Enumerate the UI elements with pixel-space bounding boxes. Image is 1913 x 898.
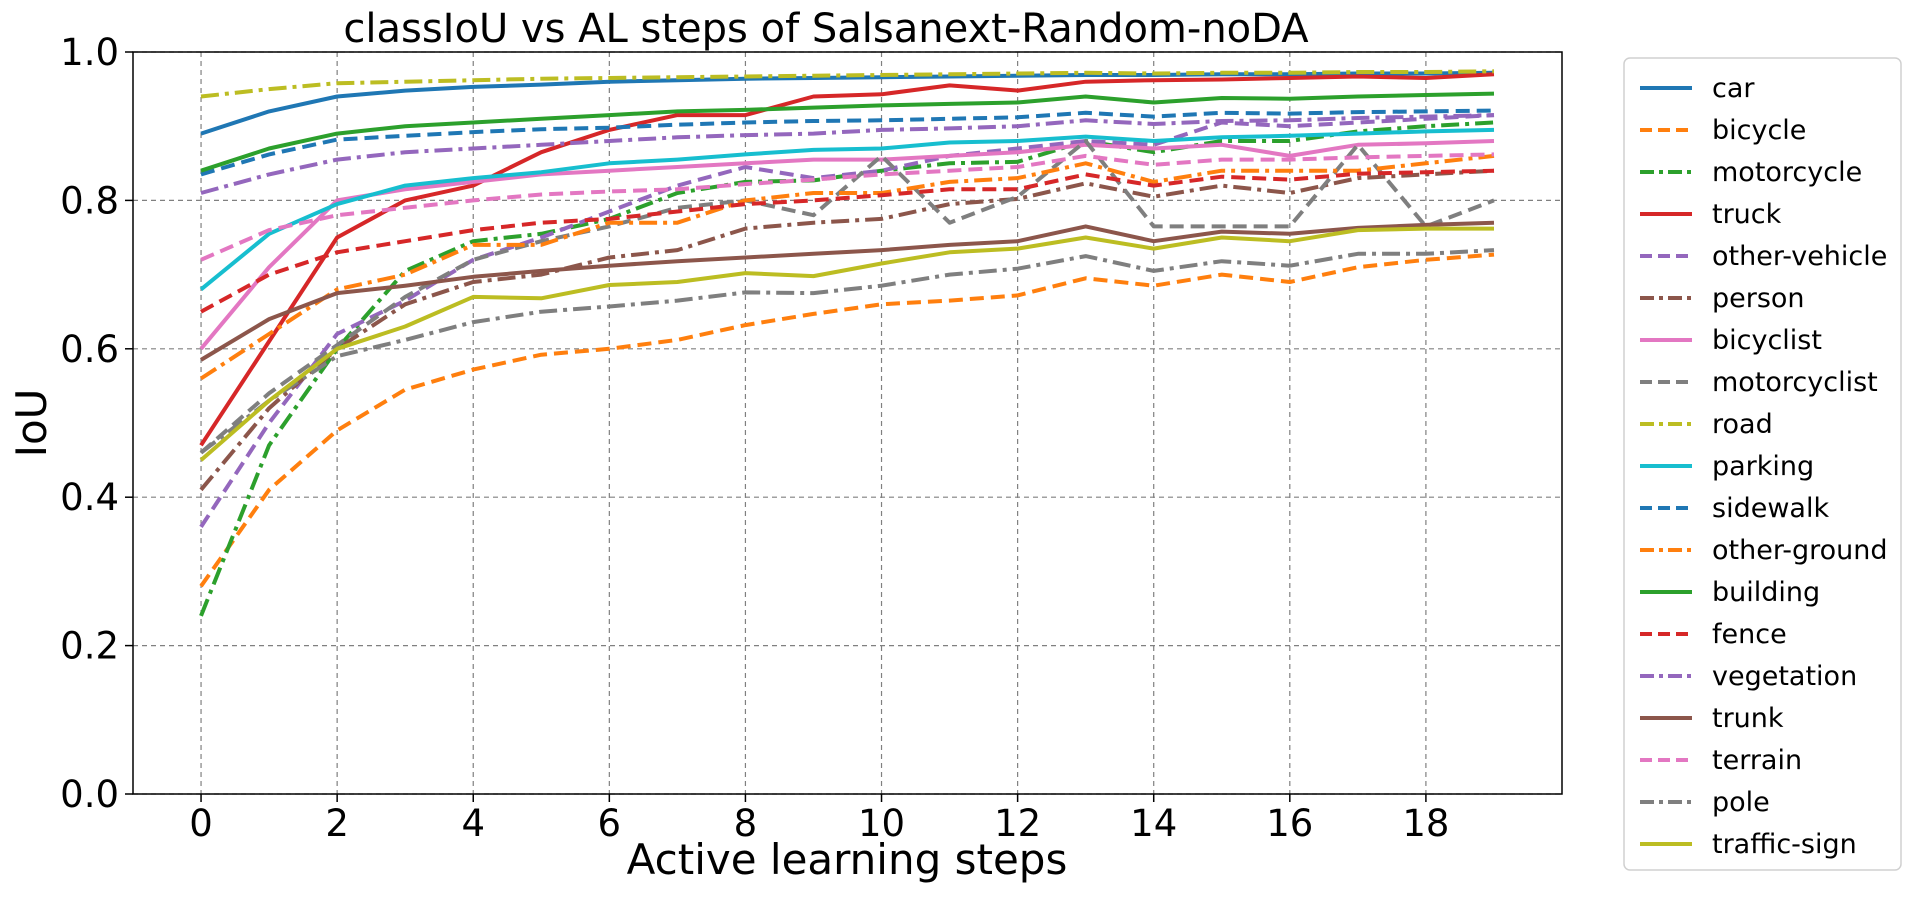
series-line-bicyclist (199, 139, 1495, 351)
x-tick-label: 6 (598, 802, 622, 845)
y-tick-label: 0.4 (60, 476, 119, 519)
legend-label-vegetation: vegetation (1712, 661, 1857, 692)
legend: car bicycle motorcycle truck other-vehicle pe… (1623, 57, 1902, 871)
series-line-truck (199, 72, 1495, 447)
y-tick-label: 1.0 (60, 31, 119, 74)
series-line-trunk (199, 220, 1495, 362)
legend-label-bicyclist: bicyclist (1712, 325, 1822, 356)
plot-frame (132, 51, 1563, 795)
series-line-vegetation (200, 113, 1495, 195)
legend-label-parking: parking (1712, 451, 1814, 482)
legend-label-bicycle: bicycle (1712, 115, 1806, 146)
grid (133, 51, 1562, 795)
legend-label-terrain: terrain (1712, 745, 1802, 776)
y-tick-label: 0.8 (60, 179, 119, 222)
series-line-parking (199, 127, 1495, 291)
series-line-other-vehicle (199, 113, 1495, 528)
y-tick-label: 0.6 (60, 328, 119, 371)
x-tick-label: 0 (189, 802, 213, 845)
legend-label-person: person (1712, 283, 1805, 314)
x-tick-label: 14 (1130, 802, 1177, 845)
x-tick-label: 8 (734, 802, 758, 845)
legend-label-motorcyclist: motorcyclist (1712, 367, 1878, 398)
x-tick-label: 16 (1266, 802, 1313, 845)
x-tick-label: 4 (461, 802, 485, 845)
legend-label-truck: truck (1712, 199, 1782, 230)
x-axis-label: Active learning steps (627, 835, 1068, 884)
x-axis-ticks: 0 2 4 6 8 10 12 14 16 18 (189, 794, 1449, 845)
legend-label-traffic-sign: traffic-sign (1712, 829, 1857, 860)
legend-label-trunk: trunk (1712, 703, 1784, 734)
x-tick-label: 2 (325, 802, 349, 845)
legend-label-fence: fence (1712, 619, 1787, 650)
series-line-fence (200, 168, 1495, 314)
legend-label-other-vehicle: other-vehicle (1712, 241, 1887, 272)
chart-title: classIoU vs AL steps of Salsanext-Random… (343, 6, 1309, 52)
legend-label-pole: pole (1712, 787, 1770, 818)
series-line-road (200, 69, 1495, 99)
series-line-terrain (200, 152, 1495, 262)
legend-label-motorcycle: motorcycle (1712, 157, 1862, 188)
x-tick-label: 12 (994, 802, 1041, 845)
series-line-building (200, 91, 1495, 173)
series-line-person (199, 168, 1495, 492)
y-tick-label: 0.2 (60, 625, 119, 668)
legend-label-road: road (1712, 409, 1773, 440)
legend-label-building: building (1712, 577, 1820, 608)
y-axis-label: IoU (7, 389, 56, 458)
series-line-other-ground (199, 153, 1495, 381)
x-tick-label: 10 (858, 802, 905, 845)
y-axis-ticks: 0.0 0.2 0.4 0.6 0.8 1.0 (60, 31, 133, 816)
series-line-pole (199, 248, 1495, 455)
y-tick-label: 0.0 (60, 773, 119, 816)
legend-label-other-ground: other-ground (1712, 535, 1887, 566)
x-tick-label: 18 (1402, 802, 1449, 845)
series-line-traffic-sign (199, 226, 1494, 462)
series-line-bicycle (199, 252, 1495, 588)
legend-box (1623, 57, 1902, 871)
legend-label-sidewalk: sidewalk (1712, 493, 1829, 524)
series-line-motorcyclist (199, 139, 1495, 455)
series-lines (199, 69, 1495, 617)
legend-label-car: car (1712, 73, 1755, 104)
series-line-sidewalk (200, 108, 1495, 177)
